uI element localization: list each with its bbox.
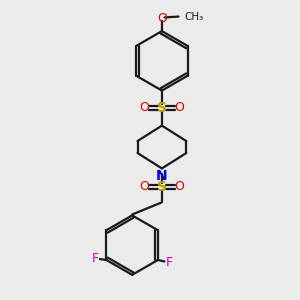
Text: S: S — [157, 101, 167, 115]
Text: CH₃: CH₃ — [184, 11, 204, 22]
Text: F: F — [166, 256, 173, 269]
Text: O: O — [140, 101, 150, 114]
Text: O: O — [174, 101, 184, 114]
Text: N: N — [156, 169, 168, 183]
Text: F: F — [92, 252, 99, 265]
Text: O: O — [157, 11, 167, 25]
Text: O: O — [140, 180, 150, 194]
Text: S: S — [157, 180, 167, 194]
Text: O: O — [174, 180, 184, 194]
